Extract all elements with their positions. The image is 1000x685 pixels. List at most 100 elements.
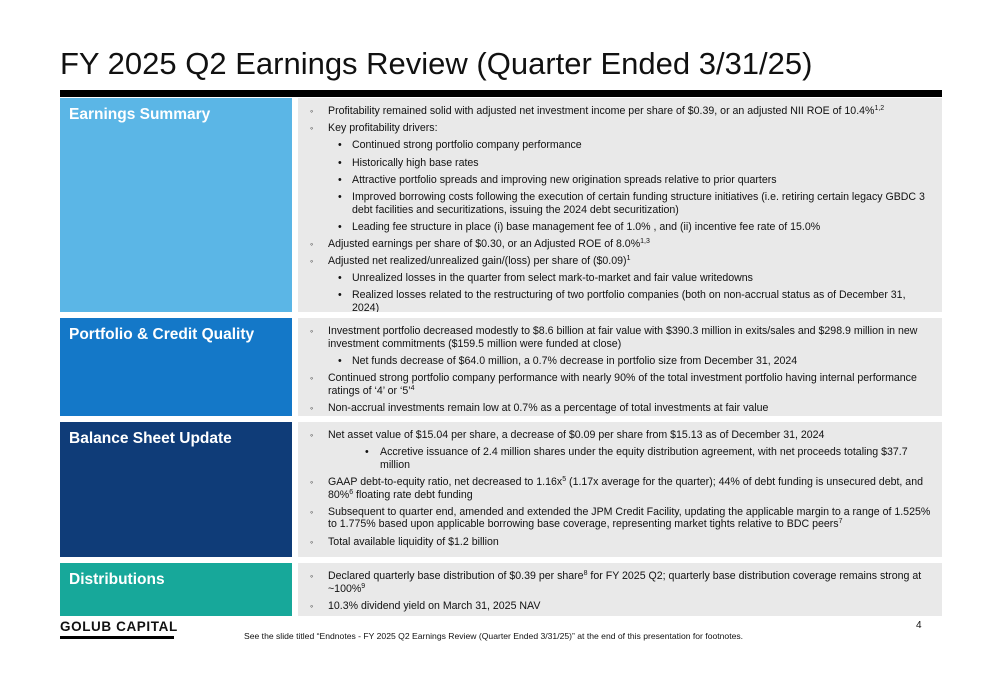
bullet-marker: ◦ [310, 106, 314, 116]
bullet-item: • Attractive portfolio spreads and improv… [328, 174, 932, 187]
sub-bullet-list: • Unrealized losses in the quarter from s… [328, 272, 932, 312]
section-content: ◦ Net asset value of $15.04 per share, a … [298, 422, 942, 557]
footnote-ref: 6 [349, 488, 354, 496]
bullet-item: ◦ Profitability remained solid with adjus… [298, 105, 932, 118]
bullet-text: Historically high base rates [352, 156, 479, 169]
bullet-text: Attractive portfolio spreads and improvi… [352, 173, 777, 186]
bullet-marker: • [338, 272, 342, 285]
logo: GOLUB CAPITAL [60, 619, 178, 634]
bullet-item: ◦ Declared quarterly base distribution of… [298, 570, 932, 595]
section-heading: Earnings Summary [69, 106, 211, 123]
footnote-ref: 1,2 [874, 105, 885, 112]
bullet-marker: ◦ [310, 571, 314, 581]
bullet-item: ◦ Adjusted earnings per share of $0.30, o… [298, 238, 932, 251]
bullet-list: ◦ Investment portfolio decreased modestly… [298, 325, 932, 414]
bullet-item: • Improved borrowing costs following the … [328, 191, 932, 216]
bullet-marker: • [338, 354, 342, 367]
bullet-marker: • [338, 173, 342, 186]
bullet-text: Key profitability drivers: [328, 122, 438, 135]
bullet-text: for FY 2025 Q2; quarterly base distribut… [328, 570, 922, 595]
bullet-marker: • [338, 190, 342, 203]
bullet-item: ◦ Net asset value of $15.04 per share, a … [298, 429, 932, 471]
bullet-text: GAAP debt-to-equity ratio, net decreased… [328, 475, 563, 488]
logo-rule [60, 636, 174, 639]
bullet-marker: ◦ [310, 256, 314, 267]
bullet-item: ◦ Non-accrual investments remain low at 0… [298, 402, 932, 415]
bullet-item: ◦ Investment portfolio decreased modestly… [298, 325, 932, 367]
bullet-item: ◦ Total available liquidity of $1.2 billi… [298, 536, 932, 549]
section-label: Balance Sheet Update [60, 422, 292, 557]
bullet-item: • Unrealized losses in the quarter from s… [328, 272, 932, 285]
bullet-text: Non-accrual investments remain low at 0.… [328, 401, 769, 414]
bullet-marker: • [338, 156, 342, 169]
footnote-ref: 9 [361, 582, 366, 590]
bullet-marker: ◦ [310, 430, 314, 440]
footnote-ref: 1,3 [640, 237, 650, 245]
bullet-text: Declared quarterly base distribution of … [328, 570, 584, 582]
footnote-ref: 4 [410, 384, 415, 392]
bullet-marker: • [338, 289, 342, 302]
bullet-item: • Net funds decrease of $64.0 million, a … [328, 355, 932, 368]
section-heading: Balance Sheet Update [69, 430, 232, 447]
bullet-text: Net asset value of $15.04 per share, a d… [328, 429, 825, 441]
bullet-marker: ◦ [310, 476, 314, 487]
sub-bullet-list: • Net funds decrease of $64.0 million, a … [328, 355, 932, 368]
bullet-marker: ◦ [310, 238, 314, 249]
bullet-text: Unrealized losses in the quarter from se… [352, 272, 753, 285]
bullet-list: ◦ Declared quarterly base distribution of… [298, 570, 932, 612]
section-content: ◦ Declared quarterly base distribution of… [298, 563, 942, 616]
bullet-marker: ◦ [310, 402, 314, 413]
page-number: 4 [916, 620, 922, 631]
bullet-text: (1.17x average for the quarter); 44% of … [328, 475, 923, 501]
bullet-item: ◦ Key profitability drivers: • Continued st… [298, 122, 932, 233]
bullet-marker: • [365, 446, 369, 459]
bullet-marker: ◦ [310, 536, 314, 547]
section-heading: Distributions [69, 571, 165, 588]
bullet-text: Investment portfolio decreased modestly … [328, 325, 918, 350]
footnote-ref: 7 [838, 518, 843, 526]
section-label: Distributions [60, 563, 292, 616]
bullet-marker: ◦ [310, 326, 314, 336]
bullet-text: Total available liquidity of $1.2 billio… [328, 535, 499, 548]
bullet-marker: ◦ [310, 506, 314, 517]
bullet-item: • Continued strong portfolio company perf… [328, 139, 932, 152]
sub-bullet-list: • Accretive issuance of 2.4 million share… [328, 446, 932, 471]
bullet-text: Adjusted earnings per share of $0.30, or… [328, 237, 641, 250]
bullet-marker: ◦ [310, 123, 314, 134]
bullet-item: • Accretive issuance of 2.4 million share… [328, 446, 932, 471]
footnote-ref: 5 [562, 475, 567, 483]
bullet-text: Leading fee structure in place (i) base … [352, 220, 821, 233]
bullet-text: Improved borrowing costs following the e… [352, 190, 925, 216]
bullet-text: Accretive issuance of 2.4 million shares… [380, 446, 908, 471]
bullet-text: Continued strong portfolio company perfo… [352, 139, 582, 152]
footnote-ref: 8 [583, 570, 588, 577]
footnote-ref: 1 [626, 255, 631, 263]
section-heading: Portfolio & Credit Quality [69, 326, 255, 343]
bullet-item: ◦ Subsequent to quarter end, amended and … [298, 506, 932, 531]
section-label: Portfolio & Credit Quality [60, 318, 292, 416]
bullet-text: Adjusted net realized/unrealized gain/(l… [328, 255, 627, 268]
slide-title: FY 2025 Q2 Earnings Review (Quarter Ende… [60, 46, 813, 81]
bullet-item: ◦ 10.3% dividend yield on March 31, 2025 … [298, 600, 932, 613]
bullet-text: 10.3% dividend yield on March 31, 2025 N… [328, 599, 541, 612]
footnote: See the slide titled “Endnotes - FY 2025… [244, 631, 744, 641]
bullet-item: • Historically high base rates [328, 157, 932, 170]
sub-bullet-list: • Continued strong portfolio company perf… [328, 139, 932, 233]
bullet-item: ◦ Continued strong portfolio company perf… [298, 372, 932, 397]
section-label: Earnings Summary [60, 98, 292, 312]
title-rule [60, 90, 942, 97]
section-content: ◦ Profitability remained solid with adjus… [298, 98, 942, 312]
bullet-marker: ◦ [310, 600, 314, 611]
bullet-list: ◦ Profitability remained solid with adjus… [298, 105, 932, 312]
bullet-text: Net funds decrease of $64.0 million, a 0… [352, 354, 798, 367]
bullet-item: ◦ GAAP debt-to-equity ratio, net decrease… [298, 476, 932, 501]
bullet-item: ◦ Adjusted net realized/unrealized gain/(… [298, 255, 932, 312]
bullet-list: ◦ Net asset value of $15.04 per share, a … [298, 429, 932, 548]
bullet-text: floating rate debt funding [353, 488, 473, 501]
bullet-marker: • [338, 139, 342, 152]
bullet-item: • Realized losses related to the restruct… [328, 289, 932, 312]
bullet-marker: • [338, 220, 342, 233]
bullet-text: Profitability remained solid with adjust… [328, 105, 875, 117]
bullet-marker: ◦ [310, 372, 314, 383]
